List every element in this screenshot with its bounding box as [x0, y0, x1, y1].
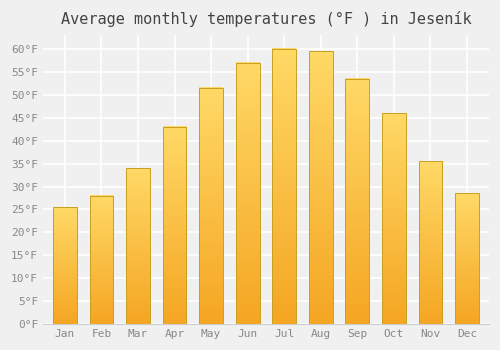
- Bar: [236, 63, 260, 324]
- Bar: [272, 49, 296, 324]
- Bar: [418, 161, 442, 324]
- Bar: [382, 113, 406, 324]
- Bar: [346, 79, 369, 324]
- Bar: [53, 207, 77, 324]
- Bar: [162, 127, 186, 324]
- Title: Average monthly temperatures (°F ) in Jeseník: Average monthly temperatures (°F ) in Je…: [60, 11, 471, 27]
- Bar: [90, 196, 114, 324]
- Bar: [126, 168, 150, 324]
- Bar: [199, 88, 223, 324]
- Bar: [455, 194, 479, 324]
- Bar: [309, 51, 332, 324]
